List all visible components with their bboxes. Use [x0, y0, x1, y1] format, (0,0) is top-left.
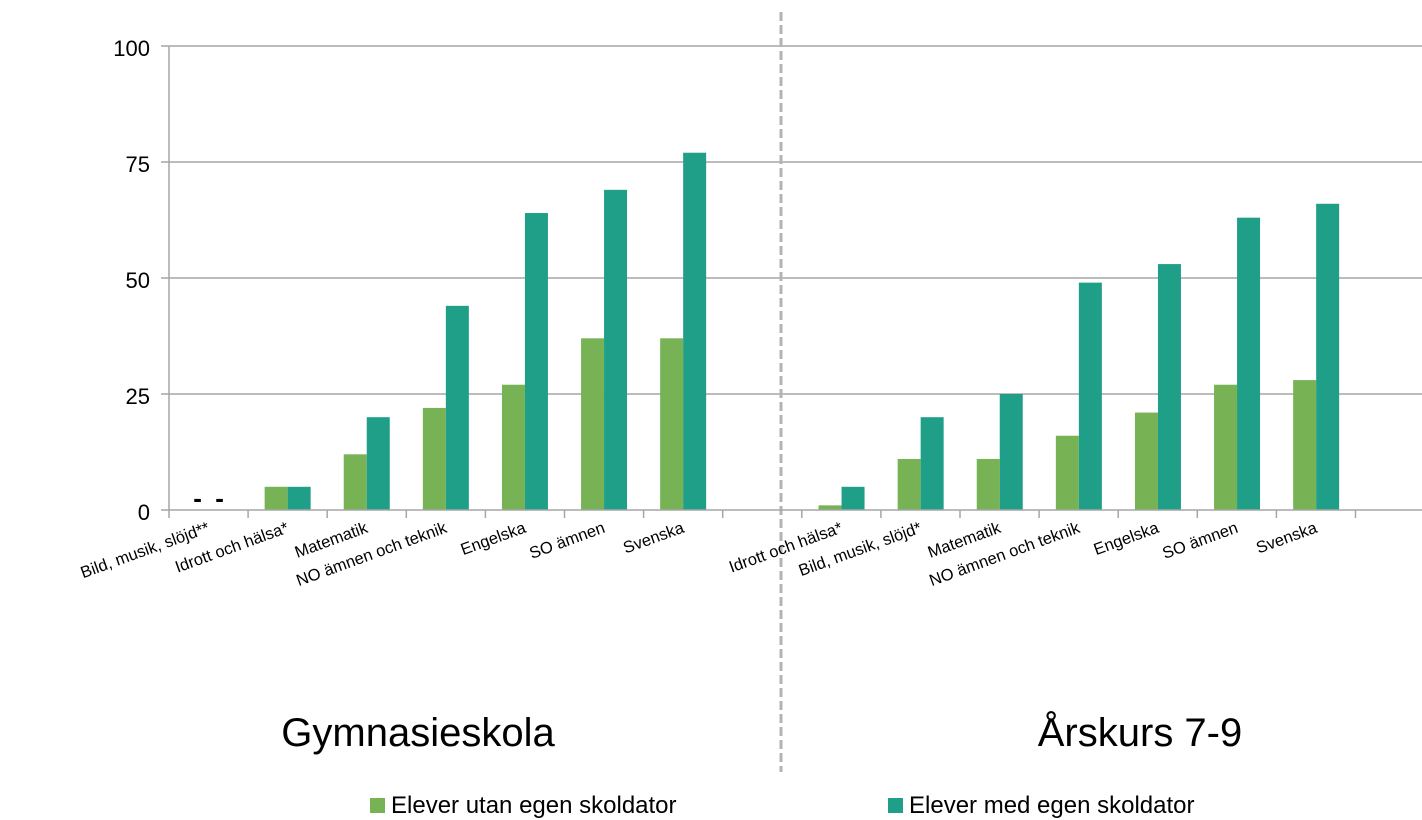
- bar-with-skoldator: [1078, 282, 1102, 510]
- bar-without-skoldator: [1293, 380, 1317, 510]
- missing-markers: --: [193, 483, 224, 513]
- missing-marker-with: -: [215, 483, 224, 513]
- y-tick-label: 25: [126, 384, 150, 409]
- gridlines: [169, 45, 1422, 395]
- legend-label-without: Elever utan egen skoldator: [391, 792, 677, 819]
- x-category-label: Engelska: [458, 519, 529, 559]
- bar-with-skoldator: [287, 486, 311, 510]
- y-tick-label: 50: [126, 268, 150, 293]
- bar-without-skoldator: [422, 407, 446, 510]
- bar-without-skoldator: [1134, 412, 1158, 510]
- bar-with-skoldator: [1316, 203, 1340, 510]
- bar-without-skoldator: [501, 384, 525, 510]
- legend-label-with: Elever med egen skoldator: [909, 792, 1195, 819]
- bar-with-skoldator: [1157, 264, 1181, 510]
- category-labels: Bild, musik, slöjd**Idrott och hälsa* Mat…: [78, 519, 1320, 590]
- legend-swatch-without: [370, 798, 385, 813]
- bar-with-skoldator: [604, 189, 628, 510]
- x-category-label: SO ämnen: [1160, 519, 1240, 563]
- bars: [264, 152, 1340, 511]
- y-tick-label: 0: [138, 500, 150, 525]
- bar-with-skoldator: [524, 213, 548, 511]
- bar-without-skoldator: [1055, 435, 1079, 510]
- x-category-label: Engelska: [1091, 519, 1162, 559]
- y-tick-label: 75: [126, 152, 150, 177]
- bar-without-skoldator: [897, 458, 921, 510]
- missing-marker-without: -: [193, 483, 202, 513]
- bar-with-skoldator: [445, 305, 469, 510]
- bar-with-skoldator: [841, 486, 865, 510]
- bar-with-skoldator: [999, 394, 1023, 510]
- x-category-label: Bild, musik, slöjd**: [78, 519, 212, 583]
- bar-without-skoldator: [818, 505, 842, 510]
- x-category-label: SO ämnen: [527, 519, 607, 563]
- bar-without-skoldator: [581, 338, 605, 510]
- bar-without-skoldator: [1214, 384, 1238, 510]
- bar-without-skoldator: [264, 486, 288, 510]
- panel-title-arskurs: Årskurs 7-9: [1038, 710, 1243, 755]
- legend-swatch-with: [888, 798, 903, 813]
- x-category-label: Svenska: [621, 519, 687, 558]
- x-category-label: Svenska: [1254, 519, 1320, 558]
- bar-with-skoldator: [683, 152, 707, 510]
- bar-without-skoldator: [343, 454, 367, 510]
- bar-without-skoldator: [976, 458, 1000, 510]
- bar-with-skoldator: [1237, 217, 1261, 510]
- bar-without-skoldator: [660, 338, 684, 510]
- bar-with-skoldator: [366, 417, 390, 510]
- panel-title-gymnasieskola: Gymnasieskola: [281, 711, 555, 755]
- axes: [161, 45, 1422, 518]
- bar-with-skoldator: [920, 417, 944, 510]
- y-tick-label: 100: [113, 36, 150, 61]
